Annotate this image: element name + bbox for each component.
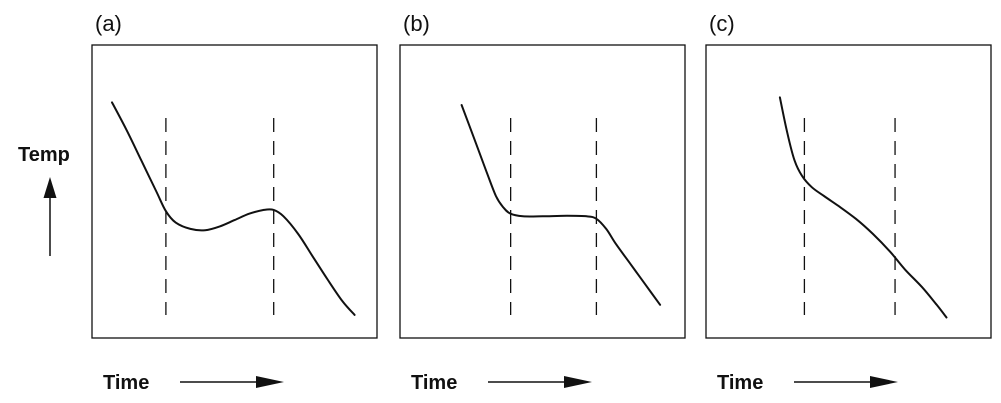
panel-a-cooling-curve [111, 101, 356, 316]
panel-c: (c) Time [705, 11, 992, 394]
panel-b-cooling-curve [460, 104, 662, 306]
ylabel-temp: Temp [18, 144, 70, 166]
panel-c-xlabel: Time [717, 372, 763, 394]
panel-c-cooling-curve [778, 96, 948, 319]
temp-axis-indicator: Temp [18, 144, 70, 256]
panel-a-time-arrow-head [256, 376, 284, 388]
panel-b-frame [399, 44, 686, 339]
panel-a-xlabel: Time [103, 372, 149, 394]
panel-b-time-arrow-head [564, 376, 592, 388]
panel-a-frame [91, 44, 378, 339]
panel-a: (a) Time [91, 11, 378, 394]
panel-b-xlabel: Time [411, 372, 457, 394]
panel-c-frame [705, 44, 992, 339]
panel-b-label: (b) [403, 11, 430, 36]
panel-a-label: (a) [95, 11, 122, 36]
panel-c-time-arrow-head [870, 376, 898, 388]
temp-arrow-head [43, 177, 57, 198]
panel-c-label: (c) [709, 11, 735, 36]
panel-b: (b) Time [399, 11, 686, 394]
